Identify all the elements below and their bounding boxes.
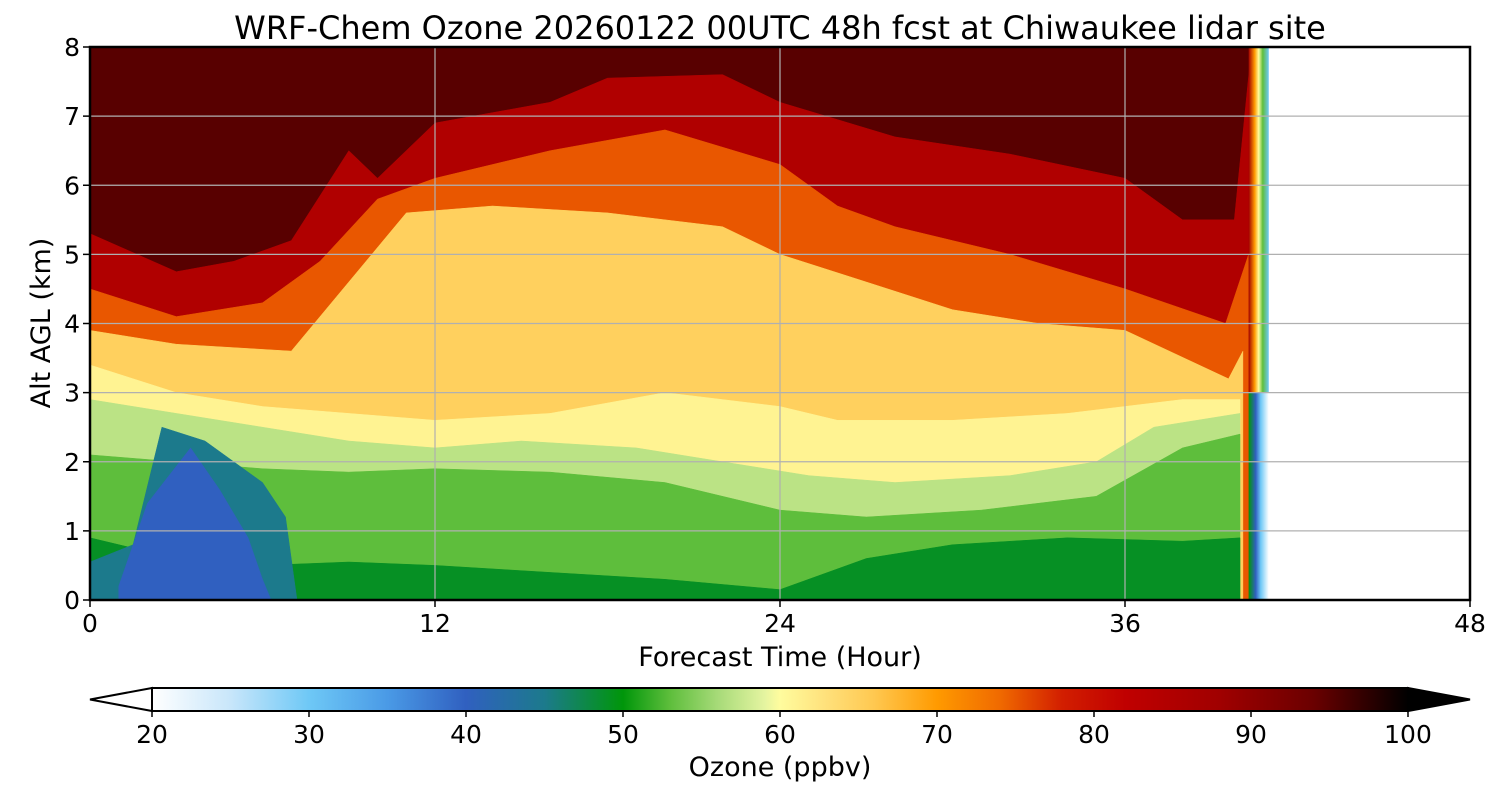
colorbar-label: Ozone (ppbv) [689,752,872,783]
x-tick-label: 36 [1109,609,1141,638]
x-axis-label: Forecast Time (Hour) [638,642,922,673]
y-tick-label: 0 [64,586,80,615]
colorbar-extend-high [1407,686,1471,713]
y-tick-label: 7 [64,102,80,131]
colorbar-tick-label: 40 [450,720,482,749]
contour-layer-40 [118,447,272,600]
colorbar-tick-label: 60 [764,720,796,749]
y-tick-label: 6 [64,171,80,200]
colorbar-extend-low [89,686,153,713]
edge-band-lower [1248,392,1269,600]
y-tick-label: 2 [64,448,80,477]
y-tick-label: 5 [64,240,80,269]
colorbar-tick-label: 70 [921,720,953,749]
x-tick-label: 48 [1454,609,1486,638]
y-tick-label: 8 [64,33,80,62]
colorbar-tick-label: 20 [136,720,168,749]
contour-layer-49 [90,537,1241,600]
colorbar-ticks: 20 30 40 50 60 70 80 90 100 [136,711,1432,749]
x-tick-label: 0 [82,609,98,638]
colorbar-tick-label: 50 [607,720,639,749]
chart-title: WRF-Chem Ozone 20260122 00UTC 48h fcst a… [234,9,1326,47]
y-tick-label: 3 [64,379,80,408]
colorbar-tick-label: 30 [293,720,325,749]
colorbar-tick-label: 80 [1078,720,1110,749]
y-tick-label: 4 [64,310,80,339]
edge-band-upper [1248,47,1269,393]
x-tick-label: 12 [419,609,451,638]
colorbar-gradient [151,687,1409,712]
colorbar-tick-label: 100 [1384,720,1432,749]
plot-area [90,47,1470,600]
y-tick-label: 1 [64,517,80,546]
x-axis: 0 12 24 36 48 [82,600,1486,638]
colorbar-tick-label: 90 [1235,720,1267,749]
y-axis: 0 1 2 3 4 5 6 7 8 [64,33,90,615]
grid-lines [90,47,1470,600]
x-tick-label: 24 [764,609,796,638]
colorbar: 20 30 40 50 60 70 80 90 100 Ozone (ppbv) [89,686,1471,783]
y-axis-label: Alt AGL (km) [26,238,57,409]
